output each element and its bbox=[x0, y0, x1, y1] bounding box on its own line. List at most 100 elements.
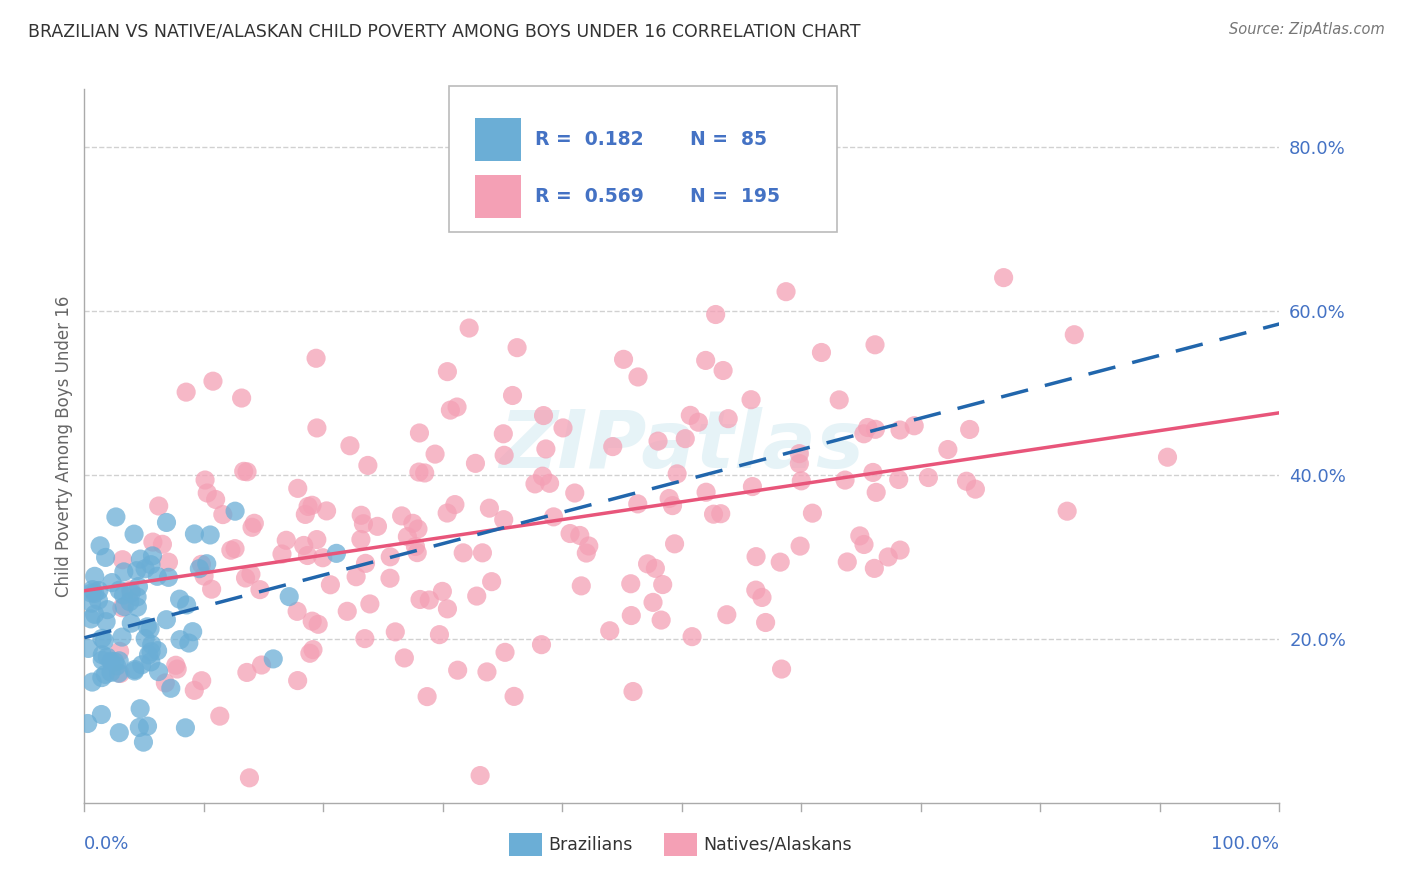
Point bbox=[801, 506, 824, 520]
Point bbox=[534, 442, 557, 456]
Text: N =  85: N = 85 bbox=[690, 129, 768, 149]
Point bbox=[188, 562, 211, 576]
Point bbox=[336, 604, 359, 618]
Point bbox=[621, 684, 644, 698]
Point bbox=[93, 633, 115, 648]
Point bbox=[91, 648, 114, 662]
Point bbox=[305, 533, 328, 547]
Point bbox=[236, 665, 259, 680]
Point bbox=[174, 721, 197, 735]
Point bbox=[409, 592, 432, 607]
Point bbox=[201, 374, 224, 388]
Point bbox=[325, 546, 347, 560]
Point bbox=[124, 664, 146, 678]
Point bbox=[468, 768, 491, 782]
Point bbox=[887, 473, 910, 487]
Point bbox=[112, 599, 135, 614]
Point bbox=[96, 602, 118, 616]
Point bbox=[378, 571, 401, 585]
Point bbox=[538, 476, 561, 491]
Point bbox=[77, 641, 100, 656]
Point bbox=[353, 632, 375, 646]
Text: BRAZILIAN VS NATIVE/ALASKAN CHILD POVERTY AMONG BOYS UNDER 16 CORRELATION CHART: BRAZILIAN VS NATIVE/ALASKAN CHILD POVERT… bbox=[28, 22, 860, 40]
Point bbox=[481, 574, 503, 589]
Point bbox=[136, 719, 159, 733]
Point bbox=[350, 508, 373, 523]
Point bbox=[262, 652, 284, 666]
Point bbox=[305, 421, 328, 435]
Point bbox=[889, 543, 911, 558]
Point bbox=[578, 539, 600, 553]
Point bbox=[917, 470, 939, 484]
Point bbox=[194, 473, 217, 487]
Point bbox=[436, 506, 458, 520]
Point bbox=[681, 630, 703, 644]
Point bbox=[297, 500, 319, 514]
Point bbox=[612, 352, 634, 367]
Point bbox=[128, 720, 150, 734]
Point bbox=[471, 546, 494, 560]
Point bbox=[110, 666, 132, 681]
Point bbox=[391, 508, 413, 523]
Point bbox=[751, 591, 773, 605]
Point bbox=[344, 570, 367, 584]
Point bbox=[661, 499, 683, 513]
Point bbox=[380, 549, 402, 564]
Point bbox=[297, 549, 319, 563]
Point bbox=[755, 615, 778, 630]
Point bbox=[169, 592, 191, 607]
Point bbox=[94, 667, 117, 681]
Point bbox=[104, 510, 127, 524]
Point bbox=[451, 546, 474, 560]
Point bbox=[439, 403, 461, 417]
Point bbox=[139, 558, 162, 572]
Text: Brazilians: Brazilians bbox=[548, 836, 633, 854]
Point bbox=[599, 624, 621, 638]
Point bbox=[384, 624, 406, 639]
Point bbox=[120, 582, 142, 597]
Point bbox=[94, 550, 117, 565]
Point bbox=[423, 447, 446, 461]
Point bbox=[789, 457, 811, 471]
Point bbox=[664, 537, 686, 551]
Point bbox=[155, 676, 177, 690]
Point bbox=[502, 388, 524, 402]
Point bbox=[155, 613, 177, 627]
Point bbox=[492, 513, 515, 527]
Point bbox=[312, 550, 335, 565]
Point bbox=[201, 582, 224, 597]
Point bbox=[602, 440, 624, 454]
Point bbox=[148, 499, 170, 513]
FancyBboxPatch shape bbox=[664, 833, 697, 856]
Point bbox=[204, 492, 226, 507]
Point bbox=[236, 465, 259, 479]
Point bbox=[408, 425, 430, 440]
Point bbox=[1063, 327, 1085, 342]
Point bbox=[108, 644, 131, 658]
Text: Source: ZipAtlas.com: Source: ZipAtlas.com bbox=[1229, 22, 1385, 37]
Point bbox=[231, 391, 253, 405]
Point bbox=[224, 541, 246, 556]
Point bbox=[673, 432, 696, 446]
Point bbox=[112, 565, 135, 579]
Point bbox=[243, 516, 266, 531]
Point bbox=[703, 507, 725, 521]
Point bbox=[418, 593, 440, 607]
Point bbox=[278, 590, 301, 604]
Point bbox=[111, 600, 134, 615]
Point bbox=[741, 479, 763, 493]
Point bbox=[465, 589, 488, 603]
Text: 100.0%: 100.0% bbox=[1212, 835, 1279, 853]
Point bbox=[492, 426, 515, 441]
Point bbox=[357, 458, 380, 473]
Point bbox=[82, 582, 104, 597]
Point bbox=[478, 501, 501, 516]
Point bbox=[569, 579, 592, 593]
Point bbox=[637, 557, 659, 571]
Point bbox=[80, 586, 103, 600]
Point bbox=[96, 650, 118, 665]
Point bbox=[155, 516, 177, 530]
Point bbox=[94, 615, 117, 629]
Point bbox=[190, 673, 212, 688]
Point bbox=[129, 552, 152, 566]
